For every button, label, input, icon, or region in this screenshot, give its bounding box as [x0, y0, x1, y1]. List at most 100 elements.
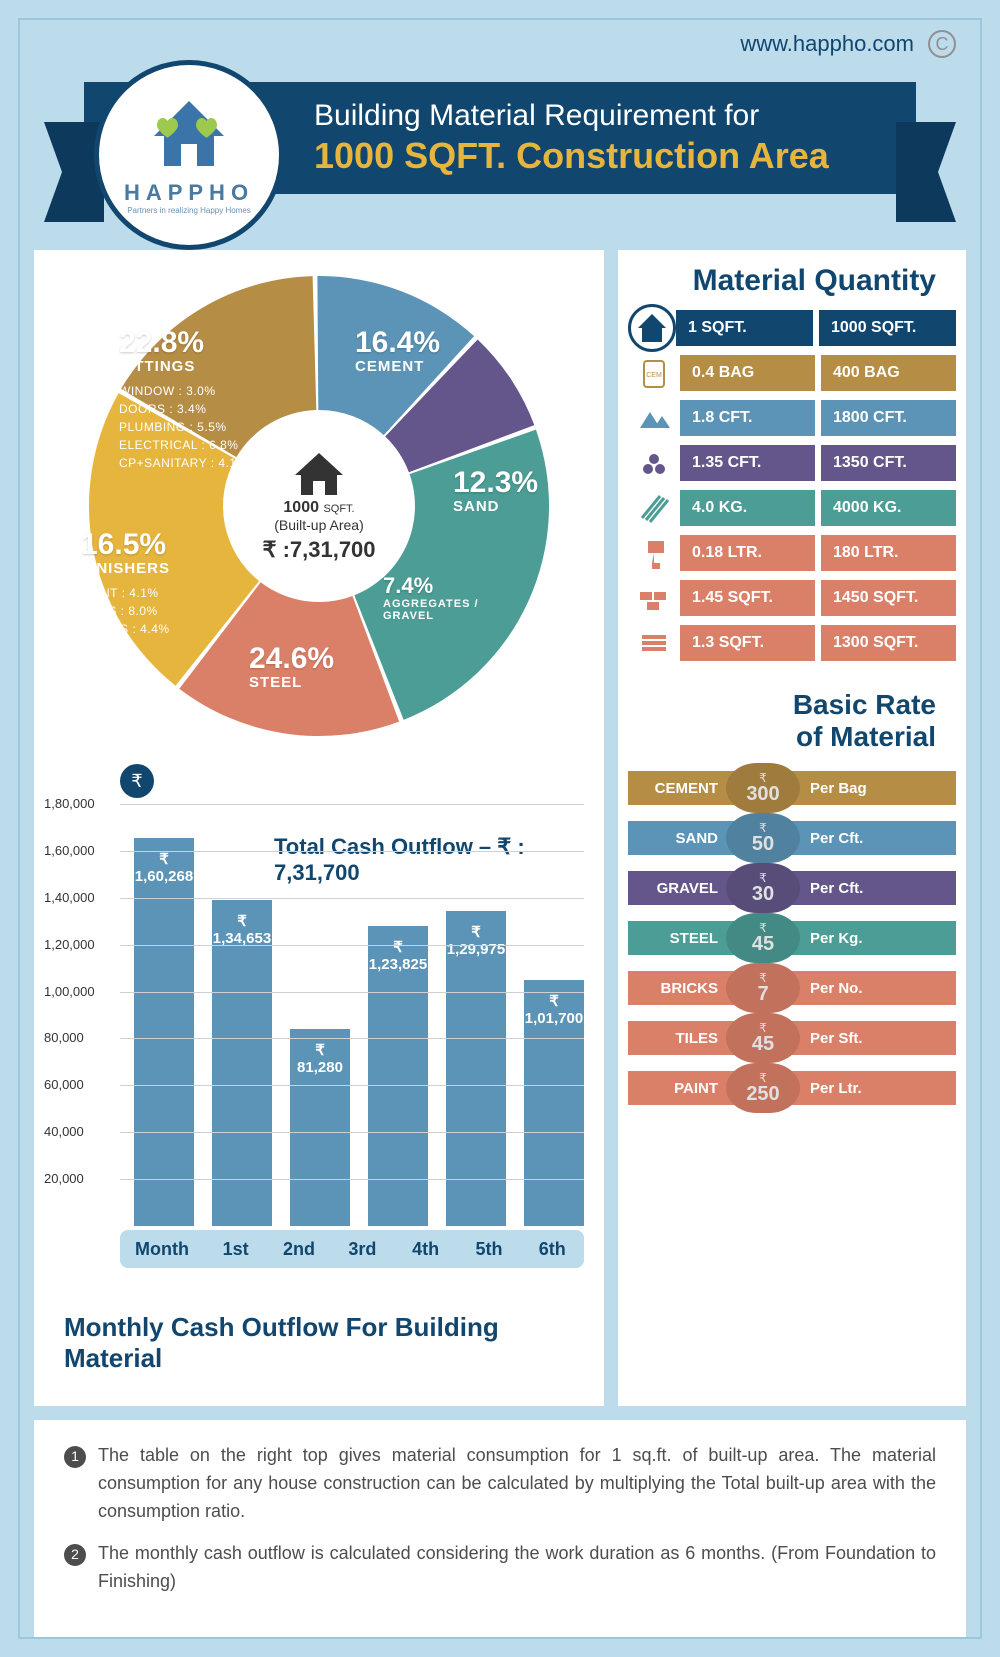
y-tick-label: 1,20,000	[44, 937, 95, 952]
brand-name: HAPPHO	[124, 180, 254, 206]
rate-name: GRAVEL	[628, 880, 726, 897]
rate-badge: ₹30	[726, 863, 800, 913]
slice-label: 22.8%FITTINGSWINDOW : 3.0%DOORS : 3.4%PL…	[119, 326, 248, 472]
mq-row: 1.35 CFT. 1350 CFT.	[628, 443, 956, 483]
y-tick-label: 80,000	[44, 1030, 84, 1045]
svg-text:CEM: CEM	[646, 372, 662, 379]
gridline	[120, 1038, 584, 1039]
pie-chart: 1000 SQFT. (Built-up Area) ₹ :7,31,700 1…	[59, 266, 579, 746]
y-tick-label: 1,40,000	[44, 890, 95, 905]
mq-row: 1 SQFT. 1000 SQFT.	[628, 308, 956, 348]
rate-unit: Per Cft.	[800, 880, 956, 897]
bullet-icon: 2	[64, 1544, 86, 1566]
slice-label: 16.4%CEMENT	[355, 326, 440, 376]
bar-chart-title: Monthly Cash Outflow For Building Materi…	[44, 1304, 594, 1390]
x-header: Month	[120, 1239, 204, 1260]
gridline	[120, 992, 584, 993]
rate-row: TILES ₹45 Per Sft.	[628, 1017, 956, 1059]
paint-icon	[628, 533, 680, 573]
brand-tagline: Partners in realizing Happy Homes	[127, 206, 251, 215]
right-column: Material Quantity 1 SQFT. 1000 SQFT. CEM …	[618, 250, 966, 1406]
bar: ₹1,01,700	[524, 980, 584, 1226]
rate-badge: ₹50	[726, 813, 800, 863]
slice-label: 24.6%STEEL	[249, 642, 334, 692]
mq-cell: 1300 SQFT.	[821, 625, 956, 661]
brick-icon	[628, 578, 680, 618]
x-tick-label: 2nd	[267, 1239, 330, 1260]
rate-row: GRAVEL ₹30 Per Cft.	[628, 867, 956, 909]
y-tick-label: 1,00,000	[44, 984, 95, 999]
mq-row: 1.3 SQFT. 1300 SQFT.	[628, 623, 956, 663]
rate-unit: Per Sft.	[800, 1030, 956, 1047]
rate-row: BRICKS ₹7 Per No.	[628, 967, 956, 1009]
rate-badge: ₹300	[726, 763, 800, 813]
page: www.happho.com C Building Material Requi…	[0, 0, 1000, 1657]
y-tick-label: 60,000	[44, 1077, 84, 1092]
bar: ₹1,60,268	[134, 838, 194, 1226]
rate-name: CEMENT	[628, 780, 726, 797]
x-tick-label: 6th	[521, 1239, 584, 1260]
material-qty-title: Material Quantity	[628, 264, 956, 298]
rate-badge: ₹250	[726, 1063, 800, 1113]
rate-badge: ₹45	[726, 1013, 800, 1063]
x-tick-label: 3rd	[331, 1239, 394, 1260]
footer-notes: 1 The table on the right top gives mater…	[34, 1420, 966, 1637]
rate-unit: Per Kg.	[800, 930, 956, 947]
main-row: 1000 SQFT. (Built-up Area) ₹ :7,31,700 1…	[34, 250, 966, 1406]
material-qty-table: 1 SQFT. 1000 SQFT. CEM 0.4 BAG 400 BAG 1.…	[628, 308, 956, 663]
mq-cell: 1800 CFT.	[821, 400, 956, 436]
slice-label: 7.4%AGGREGATES /GRAVEL	[383, 574, 479, 622]
steel-icon	[628, 488, 680, 528]
rate-name: TILES	[628, 1030, 726, 1047]
logo: HAPPHO Partners in realizing Happy Homes	[94, 60, 284, 250]
mq-row: 1.45 SQFT. 1450 SQFT.	[628, 578, 956, 618]
sand-icon	[628, 398, 680, 438]
bars-group: ₹1,60,268₹1,34,653₹81,280₹1,23,825₹1,29,…	[134, 790, 584, 1226]
house-icon	[289, 449, 349, 499]
y-tick-label: 1,80,000	[44, 796, 95, 811]
mq-cell: 1 SQFT.	[676, 310, 813, 346]
site-url: www.happho.com	[740, 31, 914, 57]
gridline	[120, 851, 584, 852]
center-cost: ₹ :7,31,700	[262, 537, 375, 563]
mq-cell: 1000 SQFT.	[819, 310, 956, 346]
x-tick-label: 1st	[204, 1239, 267, 1260]
gridline	[120, 804, 584, 805]
basic-rate-table: CEMENT ₹300 Per Bag SAND ₹50 Per Cft. GR…	[628, 767, 956, 1109]
mq-cell: 180 LTR.	[821, 535, 956, 571]
gravel-icon	[628, 443, 680, 483]
title-line-2: 1000 SQFT. Construction Area	[314, 134, 916, 177]
mq-cell: 1350 CFT.	[821, 445, 956, 481]
basic-rate-title: Basic Rateof Material	[628, 689, 956, 753]
mq-cell: 4.0 KG.	[680, 490, 815, 526]
cement-icon: CEM	[628, 353, 680, 393]
center-sub: (Built-up Area)	[274, 517, 363, 533]
rate-badge: ₹45	[726, 913, 800, 963]
rate-unit: Per No.	[800, 980, 956, 997]
bar: ₹1,23,825	[368, 926, 428, 1226]
x-tick-label: 4th	[394, 1239, 457, 1260]
house-icon	[628, 304, 676, 352]
rate-row: STEEL ₹45 Per Kg.	[628, 917, 956, 959]
rate-row: CEMENT ₹300 Per Bag	[628, 767, 956, 809]
slice-label: 16.5%FINISHERSPAINT : 4.1%TILES : 8.0%BR…	[81, 528, 170, 638]
rate-unit: Per Bag	[800, 780, 956, 797]
mq-row: 4.0 KG. 4000 KG.	[628, 488, 956, 528]
mq-row: CEM 0.4 BAG 400 BAG	[628, 353, 956, 393]
rate-name: STEEL	[628, 930, 726, 947]
gridline	[120, 1085, 584, 1086]
x-tick-label: 5th	[457, 1239, 520, 1260]
left-column: 1000 SQFT. (Built-up Area) ₹ :7,31,700 1…	[34, 250, 604, 1406]
inner-frame: www.happho.com C Building Material Requi…	[18, 18, 982, 1639]
mq-cell: 4000 KG.	[821, 490, 956, 526]
footnote-2: 2 The monthly cash outflow is calculated…	[64, 1540, 936, 1596]
bar-chart: ₹ Total Cash Outflow – ₹ : 7,31,700 ₹1,6…	[44, 764, 594, 1304]
mq-row: 0.18 LTR. 180 LTR.	[628, 533, 956, 573]
rate-row: SAND ₹50 Per Cft.	[628, 817, 956, 859]
rate-unit: Per Ltr.	[800, 1080, 956, 1097]
slice-label: 12.3%SAND	[453, 466, 538, 516]
rate-row: PAINT ₹250 Per Ltr.	[628, 1067, 956, 1109]
mq-cell: 1.45 SQFT.	[680, 580, 815, 616]
rate-name: BRICKS	[628, 980, 726, 997]
y-tick-label: 40,000	[44, 1124, 84, 1139]
